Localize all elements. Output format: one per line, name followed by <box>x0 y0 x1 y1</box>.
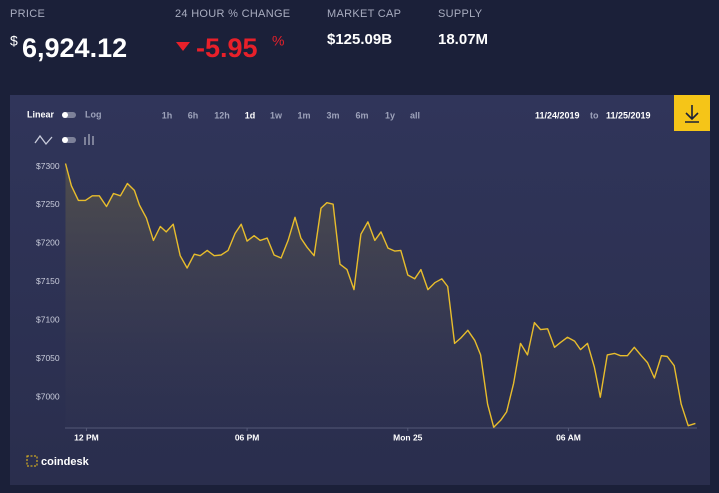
supply: 18.07M <box>438 31 488 48</box>
down-arrow <box>176 42 190 51</box>
y-tick-label: $7050 <box>36 353 60 363</box>
range-button[interactable]: all <box>410 110 420 120</box>
market-cap: $125.09B <box>327 31 392 48</box>
supply-label: SUPPLY <box>438 8 483 20</box>
range-button[interactable]: 1d <box>245 110 256 120</box>
range-button[interactable]: 12h <box>214 110 230 120</box>
y-tick-label: $7250 <box>36 199 60 209</box>
range-button[interactable]: 1h <box>162 110 173 120</box>
price-line <box>64 163 696 428</box>
y-tick-label: $7150 <box>36 276 60 286</box>
x-tick-label: Mon 25 <box>393 432 423 442</box>
date-to-word: to <box>590 110 599 120</box>
x-tick-label: 12 PM <box>74 432 99 442</box>
y-tick-label: $7300 <box>36 161 60 171</box>
y-tick-label: $7000 <box>36 391 60 401</box>
range-button[interactable]: 3m <box>326 110 339 120</box>
range-button[interactable]: 6h <box>188 110 199 120</box>
brand: coindesk <box>41 456 90 468</box>
range-button[interactable]: 1w <box>270 110 283 120</box>
cap-label: MARKET CAP <box>327 8 401 20</box>
switch-knob <box>62 112 68 118</box>
y-tick-label: $7200 <box>36 238 60 248</box>
line-icon[interactable] <box>34 134 53 146</box>
date-from[interactable]: 11/24/2019 <box>535 110 580 120</box>
currency: $ <box>10 33 18 49</box>
x-tick-label: 06 PM <box>235 432 260 442</box>
change-label: 24 HOUR % CHANGE <box>175 8 290 20</box>
range-button[interactable]: 6m <box>355 110 368 120</box>
price: 6,924.12 <box>22 33 127 63</box>
change: -5.95 <box>196 33 258 63</box>
brand-logo <box>26 455 38 467</box>
range-button[interactable]: 1m <box>297 110 310 120</box>
log-toggle[interactable]: Log <box>85 109 102 119</box>
x-tick-label: 06 AM <box>556 432 581 442</box>
linear-toggle[interactable]: Linear <box>27 109 55 119</box>
date-to[interactable]: 11/25/2019 <box>606 110 651 120</box>
download-icon <box>685 105 699 123</box>
bars-icon[interactable] <box>84 134 94 145</box>
price-label: PRICE <box>10 8 45 20</box>
area-fill <box>65 163 696 428</box>
change-unit: % <box>272 33 284 49</box>
range-button[interactable]: 1y <box>385 110 395 120</box>
switch-knob <box>62 137 68 143</box>
y-tick-label: $7100 <box>36 315 60 325</box>
